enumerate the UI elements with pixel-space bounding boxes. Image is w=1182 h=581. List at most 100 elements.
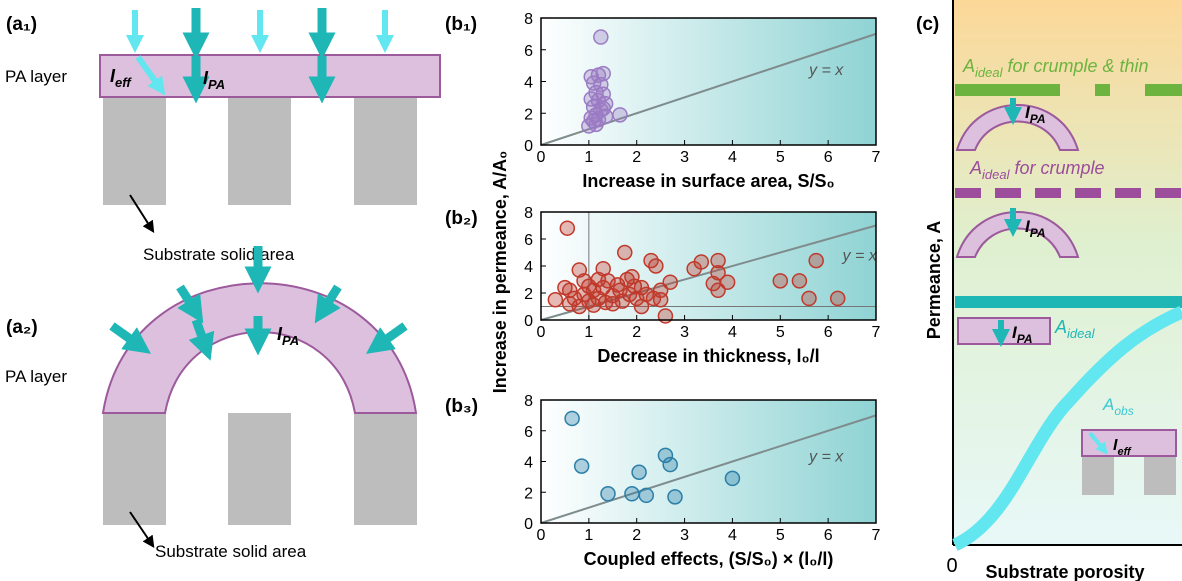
y-tick-label: 2 — [524, 485, 533, 502]
identity-line — [540, 224, 877, 321]
x-tick-label: 2 — [632, 527, 641, 544]
point — [593, 76, 609, 93]
x-tick-label: 2 — [632, 149, 641, 166]
annotation: y = x — [808, 449, 844, 466]
y-tick-label: 2 — [524, 286, 533, 303]
panel-label: (a₂) — [6, 317, 38, 338]
panel-label: (c) — [916, 14, 939, 35]
x-label: Substrate porosity — [985, 562, 1144, 581]
y-label: Increase in permeance, A/A₀ — [490, 151, 510, 394]
x-tick-label: 4 — [728, 149, 737, 166]
panel-label: (b₁) — [445, 14, 477, 35]
point — [652, 292, 669, 308]
y-tick-label: 0 — [524, 138, 533, 155]
point — [829, 290, 846, 307]
pointer — [129, 511, 155, 548]
pillar — [228, 97, 291, 205]
panel-a2: (a₂) PA layer IPA Substrate solid area — [5, 246, 418, 561]
x-tick-label: 5 — [776, 527, 785, 544]
y-tick-label: 4 — [524, 75, 533, 92]
point — [693, 254, 710, 270]
flux-label: IPA — [1012, 323, 1033, 346]
x-tick-label: 6 — [824, 527, 833, 544]
flux-label: IPA — [277, 324, 299, 348]
flux-label: IPA — [1025, 103, 1046, 126]
x-label: Coupled effects, (S/S₀) × (l₀/l) — [584, 549, 834, 569]
annotation: y = x — [808, 62, 844, 79]
pillar — [354, 97, 417, 205]
point — [638, 286, 655, 303]
x-tick-label: 7 — [872, 149, 881, 166]
point — [547, 292, 564, 308]
panel-label: (b₃) — [445, 396, 478, 417]
point — [624, 486, 640, 502]
pointer — [129, 194, 155, 234]
x-tick-label: 3 — [680, 149, 689, 166]
point — [801, 290, 817, 307]
point — [624, 269, 640, 285]
obs-curve — [952, 306, 1182, 551]
x-tick-label: 2 — [632, 324, 641, 341]
y-tick-label: 6 — [524, 232, 533, 249]
arrows — [126, 8, 394, 104]
point — [710, 252, 726, 269]
y-label: Permeance, A — [924, 221, 944, 339]
panel-c: (c) Permeance, A 0 Substrate porosity Ai… — [916, 0, 1182, 581]
layer-label: PA layer — [5, 367, 67, 386]
x-tick-label: 7 — [872, 527, 881, 544]
point — [662, 456, 678, 473]
point — [631, 464, 647, 481]
substrate-label: Substrate solid area — [155, 542, 307, 561]
curve-label: Aobs — [1102, 395, 1134, 418]
y-tick-label: 6 — [524, 43, 533, 60]
arch — [955, 104, 1080, 151]
x-tick-label: 1 — [584, 149, 593, 166]
pillar — [103, 413, 166, 525]
y-tick-label: 0 — [524, 313, 533, 330]
pillar — [228, 413, 291, 525]
layer-label: PA layer — [5, 67, 67, 86]
flux-label: Ieff — [1113, 437, 1132, 458]
point — [605, 296, 621, 312]
x-tick-label: 6 — [824, 149, 833, 166]
panel-label: (a₁) — [6, 14, 37, 35]
pillar — [103, 97, 166, 205]
arch — [955, 211, 1080, 258]
y-tick-label: 4 — [524, 259, 533, 276]
y-tick-label: 2 — [524, 106, 533, 123]
point — [617, 244, 633, 261]
x-tick-label: 5 — [776, 324, 785, 341]
panel-label: (b₂) — [445, 208, 478, 229]
flux-label: IPA — [1025, 217, 1046, 240]
point — [648, 258, 664, 274]
pillar — [1144, 455, 1176, 495]
point — [662, 274, 678, 290]
point — [719, 274, 736, 290]
point — [564, 410, 580, 427]
y-tick-label: 8 — [524, 393, 533, 410]
point — [585, 113, 602, 129]
panel-a1: (a₁) PA layer Ieff IPA Substrate solid a… — [5, 8, 441, 264]
point — [593, 29, 609, 45]
x-label: Increase in surface area, S/S₀ — [582, 171, 834, 191]
y-tick-label: 0 — [524, 516, 533, 533]
y-tick-label: 4 — [524, 455, 533, 472]
annotation: y = x — [842, 248, 878, 265]
x-tick-label: 3 — [680, 527, 689, 544]
flux-label: Ieff — [110, 66, 132, 90]
x-tick-label: 6 — [824, 324, 833, 341]
x-tick-label: 5 — [776, 149, 785, 166]
point — [600, 486, 616, 502]
pillar — [354, 413, 417, 525]
point — [621, 286, 638, 303]
x-tick-label: 0 — [537, 324, 546, 341]
point — [600, 273, 616, 289]
pillar — [1082, 455, 1114, 495]
point — [724, 470, 741, 487]
arrow — [1088, 431, 1108, 455]
identity-line — [540, 414, 877, 524]
point — [791, 273, 808, 289]
y-tick-label: 6 — [524, 424, 533, 441]
charts: y = x 0 1 2 3 4 5 6 7 0 2 4 6 8 Increase in surface ar… — [445, 11, 881, 569]
